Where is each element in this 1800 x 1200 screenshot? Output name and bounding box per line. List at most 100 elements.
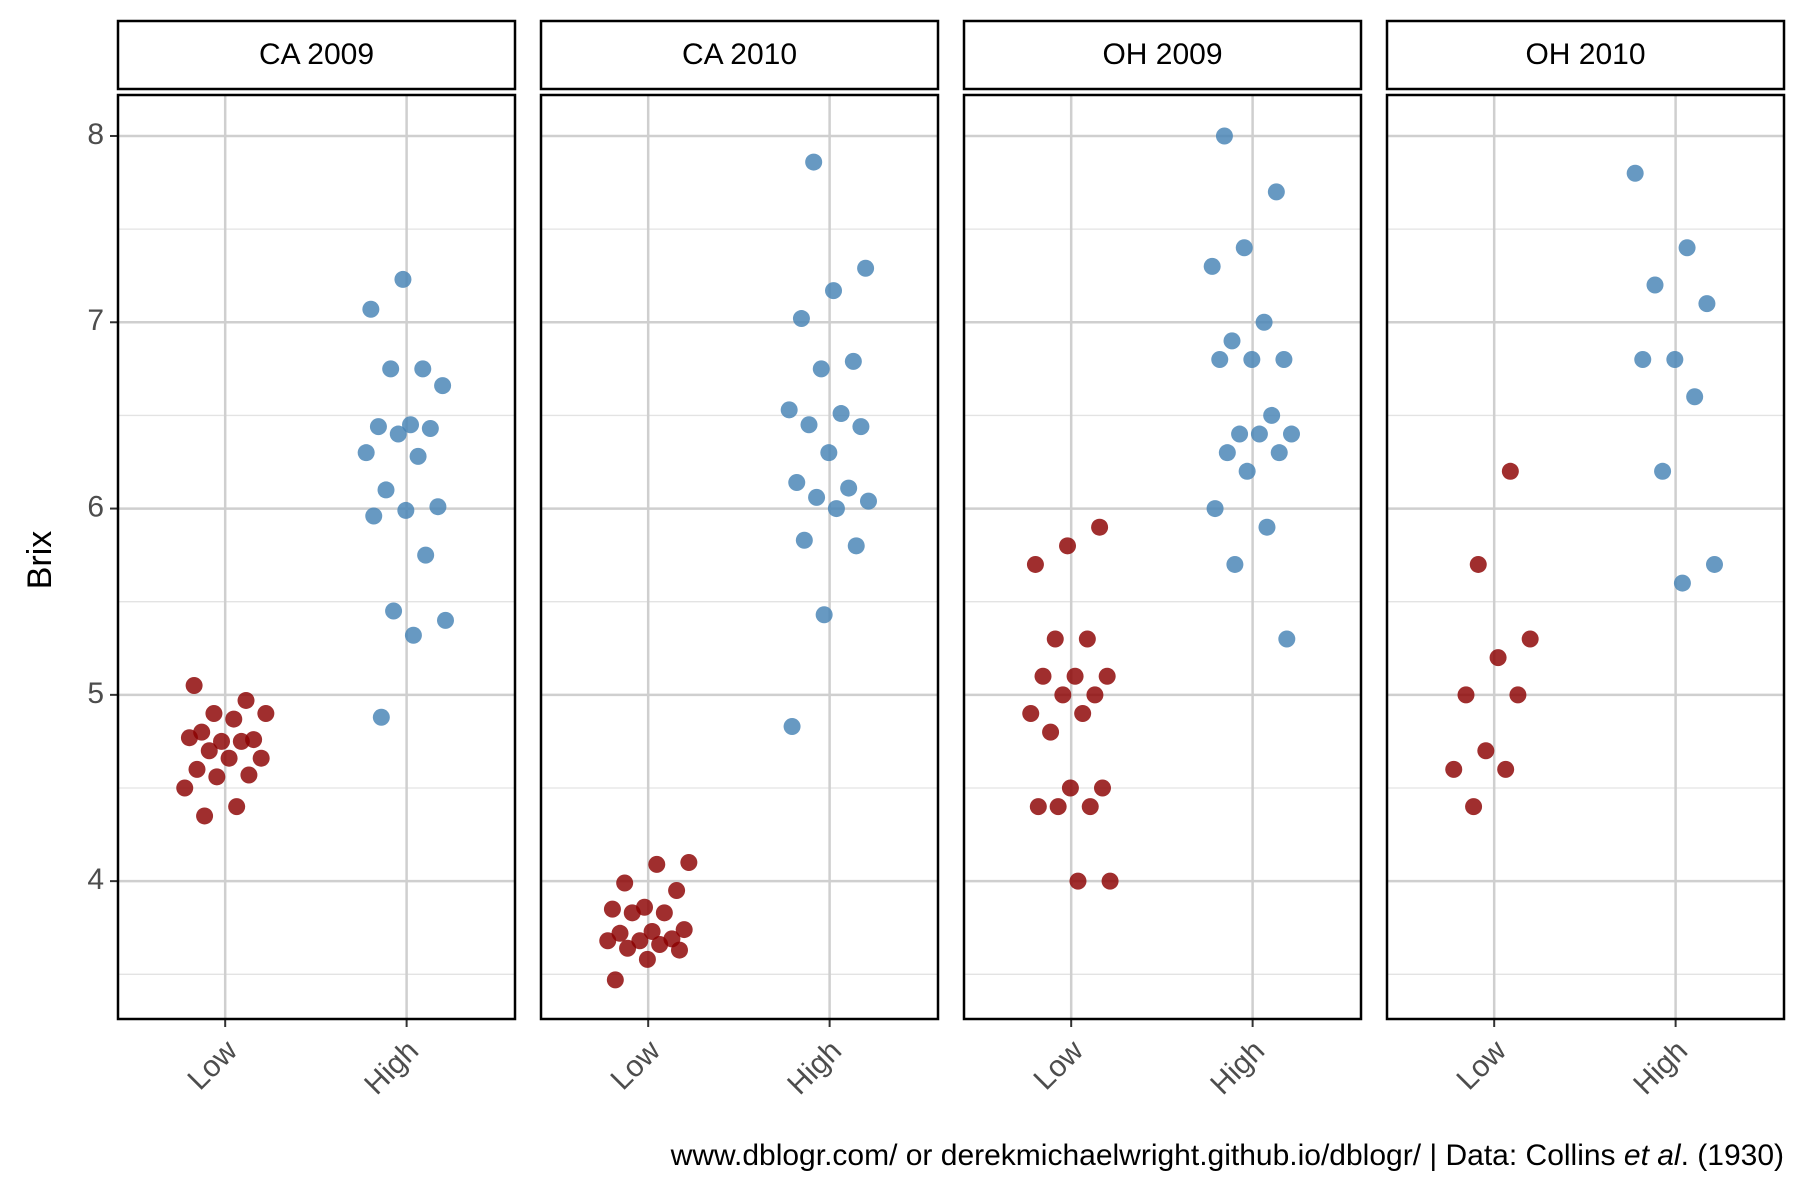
point [783,718,801,736]
point [421,419,439,437]
point [631,932,649,950]
point [1086,686,1104,704]
point [1034,667,1052,685]
point [1469,555,1487,573]
strip-title: CA 2010 [682,38,797,71]
caption-text: . (1930) [1681,1139,1784,1172]
point [1059,537,1077,555]
point [1666,351,1684,369]
x-tick-label: High [358,1034,425,1101]
point [1101,872,1119,890]
point [1238,462,1256,480]
point [648,855,666,873]
point [1497,760,1515,778]
point [1203,257,1221,275]
point [1282,425,1300,443]
point [1477,742,1495,760]
point [377,481,395,499]
point [1081,798,1099,816]
strip-box [116,19,517,91]
caption-text: www.dblogr.com/ or derekmichaelwright.gi… [670,1139,1624,1172]
point [205,704,223,722]
x-tick-label: Low [1450,1034,1512,1096]
point [252,749,270,767]
point [394,270,412,288]
point [638,950,656,968]
point [827,500,845,518]
point [1223,332,1241,350]
point [1445,760,1463,778]
y-tick-label: 6 [87,490,104,523]
point [220,749,238,767]
point [1258,518,1276,536]
point [1489,649,1507,667]
point [1029,798,1047,816]
point [1255,313,1273,331]
point [800,416,818,434]
point [1069,872,1087,890]
point [812,360,830,378]
point [240,766,258,784]
y-tick-label: 4 [87,863,104,896]
point [1521,630,1539,648]
point [1098,667,1116,685]
point [397,501,415,519]
point [389,425,407,443]
x-tick-label: High [781,1034,848,1101]
point [1678,239,1696,257]
strip-title: OH 2010 [1525,38,1645,71]
point [599,932,617,950]
y-tick-label: 5 [87,677,104,710]
point [680,854,698,872]
point [1042,723,1060,741]
point [1074,704,1092,722]
point [402,416,420,434]
point [1078,630,1096,648]
point [1457,686,1475,704]
x-tick-label: Low [1027,1034,1089,1096]
point [859,492,877,510]
panel-border [116,93,517,1021]
point [603,900,621,918]
point [1646,276,1664,294]
point [1267,183,1285,201]
point [176,779,194,797]
point [1705,555,1723,573]
point [1465,798,1483,816]
point [372,708,390,726]
point [1275,351,1293,369]
x-tick-label: High [1204,1034,1271,1101]
point [257,704,275,722]
caption: www.dblogr.com/ or derekmichaelwright.gi… [670,1139,1784,1172]
strip-box [539,19,940,91]
panel-border [539,93,940,1021]
x-tick-label: Low [604,1034,666,1096]
point [616,874,634,892]
point [1093,779,1111,797]
point [619,939,637,957]
point [409,447,427,465]
point [1243,351,1261,369]
point [382,360,400,378]
point [232,732,250,750]
y-tick-label: 8 [87,118,104,151]
panel-border [1385,93,1786,1021]
point [1026,555,1044,573]
point [1231,425,1249,443]
point [1270,444,1288,462]
point [623,904,641,922]
point [385,602,403,620]
point [434,377,452,395]
point [225,710,243,728]
strip-box [962,19,1363,91]
point [1066,667,1084,685]
point [1501,462,1519,480]
point [820,444,838,462]
point [643,922,661,940]
point [1626,164,1644,182]
point [670,941,688,959]
point [213,732,231,750]
point [188,760,206,778]
point [429,498,447,516]
